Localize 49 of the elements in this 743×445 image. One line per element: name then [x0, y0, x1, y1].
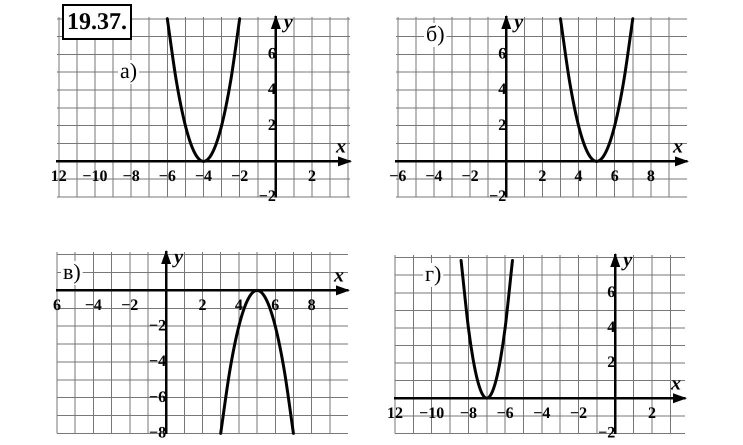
y-tick-label: 4 [498, 81, 506, 98]
x-tick-label: −2 [231, 168, 248, 186]
x-tick-label: 8 [646, 168, 655, 186]
x-tick-label: −10 [419, 404, 444, 422]
x-tick-label: −2 [121, 297, 138, 314]
chart-title: г) [425, 260, 442, 286]
y-tick-label: 4 [607, 319, 616, 336]
text: а) [120, 58, 138, 83]
x-tick-label: 2 [648, 404, 656, 422]
chart-title: б) [426, 20, 445, 46]
x-tick-label: 2 [538, 168, 546, 186]
x-tick-label: 2 [308, 168, 316, 186]
annotation: 19.37. [67, 9, 127, 36]
x-tick-label: −6 [389, 168, 406, 186]
x-tick-label: 12 [50, 168, 67, 186]
x-tick-label: −10 [82, 168, 108, 186]
x-tick-label: 8 [308, 297, 316, 314]
y-axis-title: y [512, 11, 524, 34]
x-tick-label: −2 [570, 404, 588, 422]
x-tick-label: −4 [194, 168, 212, 186]
x-tick-label: 2 [198, 297, 206, 314]
y-tick-label: −8 [149, 424, 166, 442]
y-tick-label: 2 [607, 354, 616, 372]
y-tick-label: −2 [258, 188, 276, 206]
x-tick-label: −2 [462, 168, 479, 186]
x-tick-label: 6 [53, 297, 61, 314]
x-tick-label: −4 [84, 297, 102, 314]
y-tick-label: 2 [498, 116, 506, 134]
x-axis-title: x [672, 136, 683, 158]
y-axis-title: y [172, 246, 184, 268]
x-tick-label: −8 [122, 168, 140, 186]
y-tick-label: −4 [149, 353, 166, 370]
x-tick-label: 4 [574, 168, 583, 186]
y-tick-label: −6 [149, 388, 166, 406]
y-tick-label: −2 [489, 188, 506, 206]
x-tick-label: −4 [425, 168, 443, 186]
x-tick-label: 4 [234, 297, 243, 314]
y-tick-label: −2 [149, 317, 166, 334]
y-tick-label: −2 [598, 424, 616, 442]
x-axis-title: x [335, 136, 346, 158]
y-axis-title: y [621, 249, 632, 272]
x-tick-label: −8 [460, 404, 477, 422]
x-axis-title: x [670, 372, 681, 394]
chart-title: в) [63, 258, 81, 284]
x-tick-label: 12 [387, 404, 403, 422]
y-tick-label: 4 [268, 81, 276, 98]
y-axis-title: y [282, 11, 293, 34]
x-axis-title: x [333, 264, 344, 287]
x-tick-label: −4 [533, 404, 550, 422]
